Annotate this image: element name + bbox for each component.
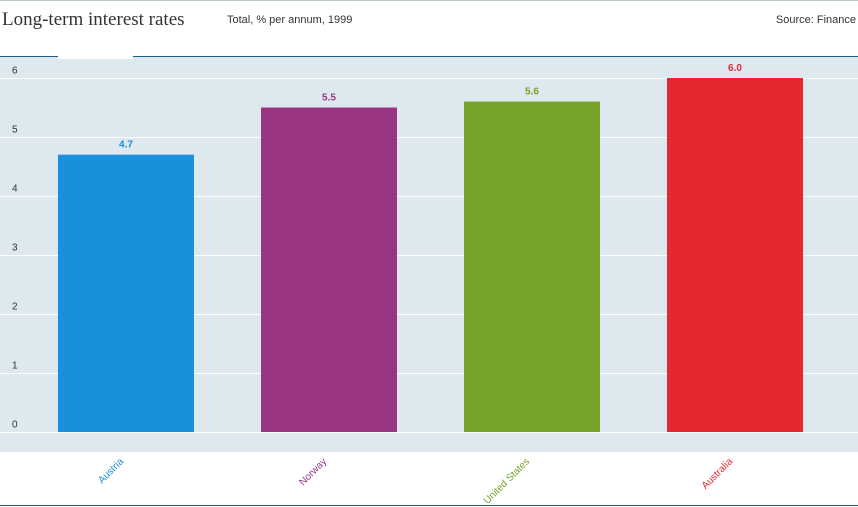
category-label-united-states: United States (482, 456, 532, 506)
bottom-rule (0, 505, 858, 506)
chart-subtitle: Total, % per annum, 1999 (227, 14, 352, 26)
y-tick-label-4: 4 (12, 184, 18, 195)
y-tick-label-5: 5 (12, 125, 18, 136)
category-label-australia: Australia (700, 456, 736, 492)
y-tick-label-2: 2 (12, 302, 18, 313)
y-tick-label-1: 1 (12, 361, 18, 372)
category-label-norway: Norway (297, 456, 329, 488)
bar-austria (58, 154, 194, 432)
chart-source: Source: Finance (776, 14, 856, 26)
y-tick-label-0: 0 (12, 420, 18, 431)
top-border (0, 0, 858, 1)
bar-united-states (464, 101, 600, 432)
bar-australia (667, 78, 803, 432)
bars-group (58, 78, 803, 432)
plot-top-notch (58, 56, 133, 59)
category-label-austria: Austria (96, 456, 126, 486)
value-label-united-states: 5.6 (525, 87, 539, 98)
y-tick-label-6: 6 (12, 66, 18, 77)
value-label-austria: 4.7 (119, 140, 133, 151)
y-tick-label-3: 3 (12, 243, 18, 254)
chart-title: Long-term interest rates (2, 9, 185, 30)
plot-top-rule (0, 56, 858, 57)
value-label-norway: 5.5 (322, 93, 336, 104)
bar-norway (261, 107, 397, 432)
value-label-australia: 6.0 (728, 63, 742, 74)
